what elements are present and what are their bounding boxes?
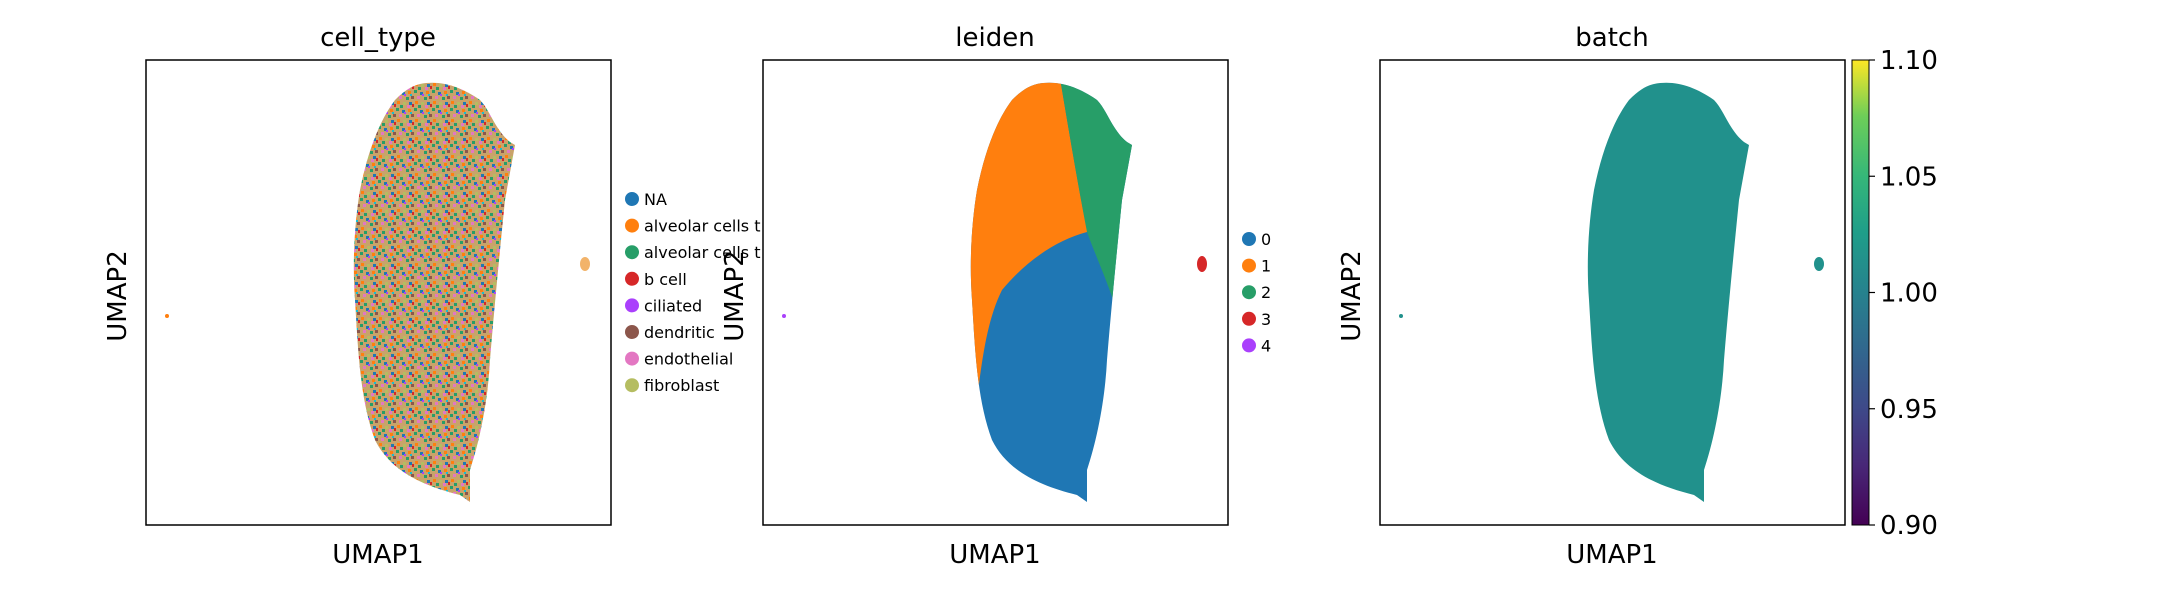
legend-label: alveolar cells t [644, 243, 761, 262]
legend-label: 0 [1261, 230, 1271, 249]
y-axis-label: UMAP2 [720, 250, 750, 341]
legend: NA alveolar cells t alveolar cells t b cell… [625, 190, 761, 395]
cluster-2-region [1057, 82, 1132, 330]
colorbar-ticks: 1.10 1.05 1.00 0.95 0.90 [1869, 46, 1938, 541]
legend-marker [625, 192, 639, 206]
x-axis-label: UMAP1 [949, 540, 1040, 570]
plot-frame [1379, 59, 1846, 526]
panel-title: cell_type [320, 23, 436, 53]
legend-label: 1 [1261, 257, 1271, 276]
legend-marker [625, 351, 639, 366]
legend-marker [625, 378, 639, 393]
legend-label: 3 [1261, 310, 1271, 329]
legend-label: 2 [1261, 283, 1271, 302]
colorbar-tick-label: 1.10 [1880, 46, 1938, 76]
colorbar-tick-label: 0.95 [1880, 395, 1938, 425]
legend-marker [625, 245, 639, 260]
panel-leiden: leiden UMAP1 UMAP2 0 1 2 3 4 [720, 23, 1271, 570]
colorbar-tick-label: 1.05 [1880, 162, 1938, 192]
x-axis-label: UMAP1 [1566, 540, 1657, 570]
colorbar-tick-label: 1.00 [1880, 279, 1938, 309]
legend-marker [625, 325, 639, 339]
legend-label: NA [644, 190, 667, 209]
legend-label: endothelial [644, 350, 733, 369]
outlier-point [165, 314, 169, 318]
legend-label: fibroblast [644, 376, 719, 395]
plot-frame [762, 59, 1229, 526]
legend-marker [1242, 285, 1256, 300]
plot-frame [145, 59, 612, 526]
legend-label: dendritic [644, 323, 715, 342]
legend-marker [625, 298, 639, 313]
legend-marker [625, 271, 639, 286]
legend-marker [1242, 258, 1256, 273]
legend-label: alveolar cells t [644, 217, 761, 236]
y-axis-label: UMAP2 [103, 250, 133, 341]
legend: 0 1 2 3 4 [1242, 230, 1271, 355]
panel-cell-type: cell_type UMAP1 UMAP2 NA alveolar cells t… [103, 23, 761, 570]
x-axis-label: UMAP1 [332, 540, 423, 570]
outlier-cluster [580, 257, 590, 271]
cluster-3-points [1197, 256, 1207, 272]
outlier-cluster [1814, 257, 1824, 271]
y-axis-label: UMAP2 [1337, 250, 1367, 341]
panel-batch: batch UMAP1 UMAP2 1.10 1.05 1.00 0.95 0.90 [1337, 23, 1938, 570]
legend-marker [1242, 232, 1256, 246]
panel-title: batch [1575, 23, 1648, 53]
legend-label: b cell [644, 270, 687, 289]
colorbar [1851, 59, 1870, 526]
umap-cloud [353, 82, 515, 502]
legend-label: 4 [1261, 336, 1271, 355]
legend-marker [1242, 311, 1256, 326]
legend-marker [625, 218, 639, 233]
panel-title: leiden [955, 23, 1034, 53]
legend-label: ciliated [644, 296, 702, 315]
cluster-4-points [782, 314, 786, 318]
outlier-point [1399, 314, 1403, 318]
colorbar-tick-label: 0.90 [1880, 511, 1938, 541]
legend-marker [1242, 338, 1256, 353]
umap-cloud [1587, 82, 1749, 502]
